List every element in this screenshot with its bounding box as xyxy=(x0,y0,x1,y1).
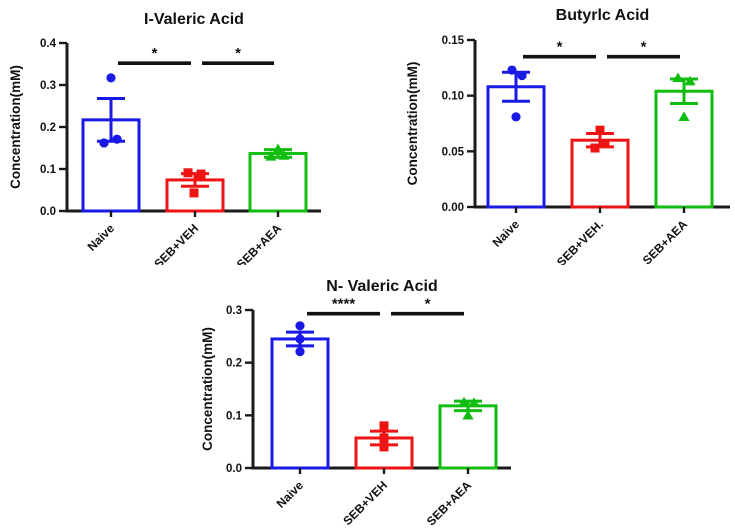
y-tick-label: 0.2 xyxy=(226,358,242,370)
x-category-label: Naive xyxy=(85,221,118,254)
y-tick-label: 0.1 xyxy=(40,164,57,176)
data-point-square xyxy=(379,433,389,443)
y-tick-label: 0.2 xyxy=(40,122,56,134)
x-category-label: SEB+AEA xyxy=(424,478,474,528)
bar-naive xyxy=(486,85,546,209)
significance-label: * xyxy=(557,39,563,56)
data-point-triangle xyxy=(272,143,284,154)
y-tick-label: 0.3 xyxy=(226,305,242,317)
n-valeric-acid-chart-svg: N- Valeric Acid 0.0 0.1 0.2 0.3 Naive SEB+VEH S… xyxy=(200,278,511,528)
data-point-square xyxy=(590,143,600,153)
y-axis-title: Concentration(mM) xyxy=(8,65,23,189)
data-point-square xyxy=(379,421,389,431)
y-tick-label: 0.0 xyxy=(40,206,56,218)
i-valeric-acid-chart: I-Valeric Acid 0.0 0.1 0.2 0.3 0.4 Naive SEB+VE… xyxy=(0,0,370,271)
data-point-triangle xyxy=(462,409,474,420)
bar-seb-veh xyxy=(570,138,630,209)
bar-naive xyxy=(270,337,330,470)
data-point-triangle xyxy=(468,397,480,407)
y-axis-title: Concentration(mM) xyxy=(405,62,420,186)
x-category-label: Naive xyxy=(490,217,523,250)
data-point-circle xyxy=(507,65,517,75)
data-point-square xyxy=(595,125,605,135)
data-point-triangle xyxy=(684,75,696,86)
y-tick-label: 0.15 xyxy=(442,35,465,47)
data-point-triangle xyxy=(458,396,470,407)
data-point-circle xyxy=(112,134,122,144)
data-point-square xyxy=(600,139,610,149)
x-category-label: SEB+VEH. xyxy=(554,217,606,265)
x-category-label: SEB+VEH xyxy=(340,478,390,528)
data-point-square xyxy=(183,168,193,178)
y-axis-title: Concentration(mM) xyxy=(200,327,215,451)
data-point-triangle xyxy=(678,111,690,122)
x-category-label: SEB+AEA xyxy=(640,217,690,265)
significance-label: * xyxy=(425,296,431,313)
butyrlc-acid-chart-svg: Butyrlc Acid 0.00 0.05 0.10 0.15 Naive SEB+VEH… xyxy=(405,7,730,269)
data-point-square xyxy=(379,442,389,452)
chart-title: N- Valeric Acid xyxy=(326,278,437,295)
significance-label: * xyxy=(641,39,647,56)
significance-label: * xyxy=(152,45,158,62)
bar-seb-aea xyxy=(654,89,714,209)
data-point-circle xyxy=(99,138,109,148)
x-category-label: SEB+AEA xyxy=(234,221,284,265)
data-point-circle xyxy=(295,347,305,357)
y-tick-label: 0.3 xyxy=(40,80,56,92)
y-tick-label: 0.4 xyxy=(40,38,57,50)
y-tick-label: 0.10 xyxy=(442,91,464,103)
data-point-triangle xyxy=(672,72,684,83)
data-point-triangle xyxy=(278,150,290,160)
data-point-circle xyxy=(295,321,305,331)
significance-label: **** xyxy=(332,296,356,313)
significance-label: * xyxy=(235,45,241,62)
y-tick-label: 0.1 xyxy=(226,410,243,422)
butyrlc-acid-chart: Butyrlc Acid 0.00 0.05 0.10 0.15 Naive SEB+VEH… xyxy=(365,0,735,270)
y-tick-label: 0.00 xyxy=(442,202,464,214)
y-tick-label: 0.0 xyxy=(226,463,242,475)
n-valeric-acid-chart: N- Valeric Acid 0.0 0.1 0.2 0.3 Naive SEB+VEH S… xyxy=(170,265,570,531)
data-point-circle xyxy=(517,71,527,81)
data-point-triangle xyxy=(265,151,277,161)
i-valeric-acid-chart-svg: I-Valeric Acid 0.0 0.1 0.2 0.3 0.4 Naive SEB+VE… xyxy=(8,11,321,271)
y-tick-label: 0.05 xyxy=(442,146,465,158)
chart-title: Butyrlc Acid xyxy=(556,7,650,24)
data-point-circle xyxy=(106,73,116,83)
x-category-label: SEB+VEH xyxy=(151,221,201,265)
data-point-circle xyxy=(511,112,521,122)
bar-seb-aea xyxy=(248,151,308,213)
data-point-square xyxy=(189,188,199,198)
chart-title: I-Valeric Acid xyxy=(144,11,244,28)
data-point-square xyxy=(196,169,206,179)
data-point-circle xyxy=(295,334,305,344)
x-category-label: Naive xyxy=(274,478,307,511)
